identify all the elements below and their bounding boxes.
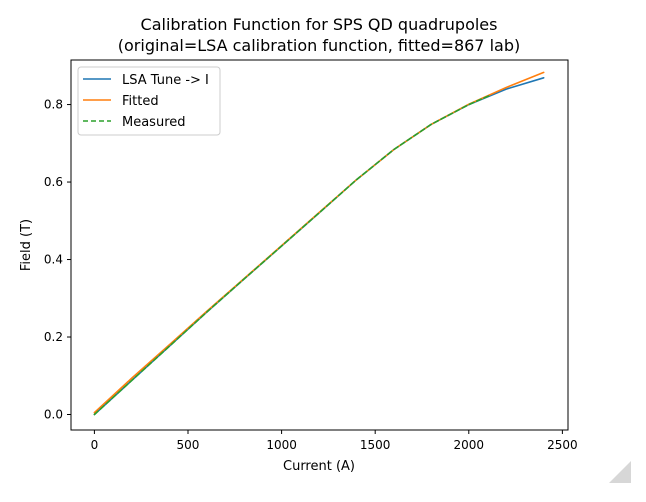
x-axis-ticks: 0 500 1000 1500 2000 2500 <box>91 430 578 452</box>
legend-label: LSA Tune -> I <box>122 73 209 88</box>
x-tick-label: 2000 <box>454 438 485 452</box>
y-tick-label: 0.0 <box>44 408 63 422</box>
chart-title: Calibration Function for SPS QD quadrupo… <box>141 15 498 34</box>
legend-label: Fitted <box>122 94 159 109</box>
x-tick-label: 2500 <box>547 438 578 452</box>
series-lines <box>93 71 545 416</box>
y-tick-label: 0.2 <box>44 330 63 344</box>
resize-grip-icon[interactable] <box>609 461 631 483</box>
x-tick-label: 500 <box>177 438 200 452</box>
x-tick-label: 1500 <box>360 438 391 452</box>
y-axis-ticks: 0.0 0.2 0.4 0.6 0.8 <box>44 98 71 422</box>
chart-subtitle: (original=LSA calibration function, fitt… <box>118 36 520 55</box>
plot-frame <box>70 59 569 431</box>
y-axis-label: Field (T) <box>19 219 34 271</box>
legend: LSA Tune -> I Fitted Measured <box>77 66 221 136</box>
x-tick-label: 1000 <box>266 438 297 452</box>
y-tick-label: 0.4 <box>44 253 63 267</box>
x-tick-label: 0 <box>91 438 99 452</box>
series-line-measured <box>93 94 491 416</box>
y-tick-label: 0.8 <box>44 98 63 112</box>
legend-label: Measured <box>122 115 186 130</box>
y-tick-label: 0.6 <box>44 175 63 189</box>
x-axis-label: Current (A) <box>283 459 355 474</box>
legend-box <box>77 66 221 136</box>
